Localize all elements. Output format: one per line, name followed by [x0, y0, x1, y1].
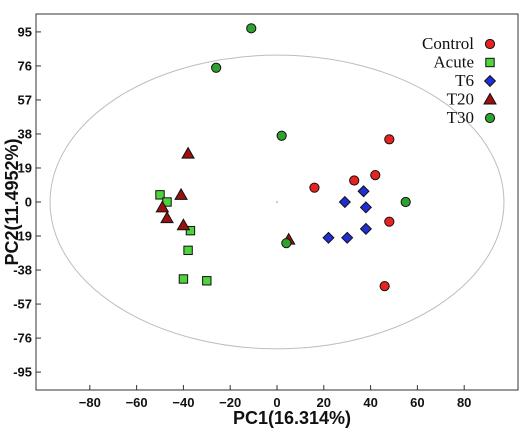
- x-tick-label: 20: [317, 395, 331, 410]
- data-point-t6: [322, 231, 335, 244]
- axis-ticks: −80 −60 −40 −20 0 20 40 60 80 95 76 57 38 19 0 -19 -38 -5…: [13, 24, 471, 410]
- x-tick-label: 0: [273, 395, 280, 410]
- confidence-ellipse-layer: [49, 54, 505, 350]
- y-tick-label: 19: [18, 160, 32, 175]
- x-tick-label: −60: [126, 395, 148, 410]
- data-point-t20: [176, 218, 191, 231]
- x-tick-label: 60: [410, 395, 424, 410]
- data-point-t20: [174, 187, 188, 200]
- y-tick-label: -57: [13, 297, 32, 312]
- x-tick-label: −20: [219, 395, 241, 410]
- x-tick-label: −40: [172, 395, 194, 410]
- data-point-t30: [246, 23, 257, 34]
- data-point-t30: [400, 196, 411, 208]
- data-point-t6: [359, 222, 373, 235]
- data-point-t30: [281, 238, 292, 249]
- legend-marker-t6: [483, 74, 497, 88]
- legend-label-t6: T6: [455, 71, 474, 90]
- confidence-ellipse: [49, 54, 505, 350]
- legend-marker-t30: [484, 112, 496, 124]
- data-point-t6: [357, 185, 370, 198]
- data-point-acute: [155, 190, 165, 200]
- data-point-t6: [359, 201, 373, 214]
- data-point-control: [370, 170, 381, 181]
- data-point-t20: [181, 146, 195, 159]
- data-point-acute: [185, 225, 196, 236]
- y-tick-label: 38: [18, 126, 32, 141]
- legend-label-control: Control: [422, 34, 474, 53]
- y-tick-label: -19: [13, 229, 32, 244]
- data-point-acute: [202, 276, 212, 286]
- y-tick-label: -95: [13, 365, 32, 380]
- data-point-control: [309, 182, 320, 193]
- data-point-control: [384, 216, 395, 227]
- y-tick-label: 95: [18, 24, 32, 39]
- legend-marker-t20: [483, 92, 497, 105]
- y-tick-label: 57: [18, 92, 32, 107]
- x-tick-label: 40: [363, 395, 377, 410]
- data-point-acute: [183, 245, 193, 256]
- data-point-t6: [341, 231, 354, 244]
- legend-label-t30: T30: [447, 108, 474, 127]
- data-point-t30: [211, 62, 222, 73]
- legend-marker-control: [484, 38, 496, 50]
- data-point-acute: [178, 274, 189, 284]
- data-point-t20: [160, 211, 174, 224]
- x-axis-title: PC1(16.314%): [233, 408, 351, 428]
- data-point-control: [384, 134, 395, 145]
- data-points: [155, 23, 411, 292]
- y-axis-title: PC2(11.4952%): [2, 138, 22, 265]
- legend-label-t20: T20: [447, 90, 474, 109]
- y-tick-label: -38: [13, 263, 32, 278]
- data-point-control: [349, 175, 360, 186]
- x-tick-label: 80: [457, 395, 471, 410]
- data-point-t6: [338, 195, 351, 209]
- y-tick-label: 0: [25, 195, 32, 210]
- y-tick-label: 76: [18, 58, 32, 73]
- y-tick-label: -76: [13, 331, 32, 346]
- data-point-t30: [276, 130, 287, 141]
- legend-label-acute: Acute: [433, 53, 474, 72]
- ellipse-center: [276, 201, 278, 203]
- legend-marker-acute: [485, 57, 495, 68]
- data-point-t20: [155, 200, 170, 213]
- data-point-control: [379, 281, 390, 292]
- x-tick-label: −80: [79, 395, 101, 410]
